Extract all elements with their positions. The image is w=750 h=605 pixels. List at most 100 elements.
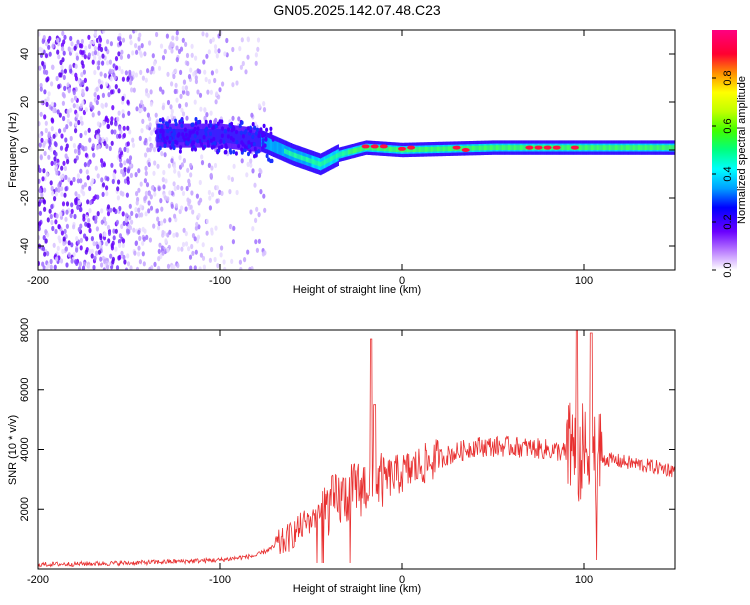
noise-speckle (250, 112, 254, 118)
band-speckle (181, 132, 185, 137)
noise-speckle (231, 239, 235, 245)
noise-speckle (97, 110, 101, 116)
band-core (423, 147, 426, 152)
band-speckle (160, 124, 164, 129)
noise-speckle (38, 121, 41, 127)
noise-speckle (77, 119, 81, 126)
band-core (438, 146, 440, 152)
noise-speckle (85, 214, 89, 220)
noise-speckle (189, 67, 193, 73)
noise-speckle (63, 165, 67, 172)
band-core (642, 145, 644, 150)
band-inner (207, 129, 209, 143)
band-speckle (161, 129, 165, 134)
band-core (395, 147, 397, 152)
band-core (502, 145, 504, 150)
noise-speckle (81, 50, 85, 56)
band-speckle (163, 143, 167, 148)
band-speckle (257, 149, 261, 154)
band-core (325, 159, 327, 164)
band-inner (275, 141, 277, 154)
noise-speckle (76, 204, 80, 210)
noise-speckle (101, 182, 106, 188)
noise-speckle (170, 158, 174, 164)
noise-speckle (137, 251, 141, 257)
band-core (605, 145, 607, 150)
band-inner (200, 129, 202, 143)
band-core (411, 147, 414, 153)
band-speckle (237, 143, 241, 149)
noise-speckle (198, 179, 202, 186)
noise-speckle (74, 191, 78, 197)
noise-speckle (205, 112, 209, 118)
noise-speckle (185, 90, 189, 96)
noise-speckle (94, 218, 98, 224)
noise-speckle (53, 156, 57, 162)
noise-speckle (102, 267, 106, 270)
noise-speckle (161, 229, 165, 236)
band-core (309, 158, 311, 163)
noise-speckle (49, 264, 53, 270)
noise-speckle (74, 63, 78, 69)
noise-speckle (171, 42, 175, 48)
noise-speckle (253, 182, 257, 188)
noise-speckle (123, 178, 128, 184)
noise-speckle (135, 200, 139, 206)
noise-speckle (57, 84, 61, 90)
band-core (475, 145, 477, 151)
band-hotspot (525, 145, 534, 150)
band-core (467, 145, 469, 151)
noise-speckle (53, 264, 57, 270)
noise-speckle (69, 121, 73, 127)
noise-speckle (95, 226, 99, 232)
band-core (595, 145, 597, 150)
noise-speckle (72, 224, 76, 230)
noise-speckle (135, 49, 139, 55)
noise-speckle (160, 206, 164, 212)
noise-speckle (158, 86, 163, 92)
band-speckle (158, 118, 162, 123)
noise-speckle (79, 115, 83, 122)
noise-speckle (99, 71, 103, 77)
noise-speckle (108, 145, 112, 152)
noise-speckle (77, 266, 82, 270)
noise-speckle (91, 112, 95, 118)
noise-speckle (59, 59, 63, 66)
noise-speckle (177, 48, 182, 55)
noise-speckle (215, 68, 219, 74)
noise-speckle (170, 203, 174, 209)
band-core (654, 145, 656, 150)
band-inner (226, 129, 228, 143)
noise-speckle (85, 86, 89, 92)
band-core (624, 145, 627, 150)
noise-speckle (59, 258, 64, 264)
noise-speckle (137, 229, 141, 235)
colorbar-gradient (712, 30, 737, 270)
band-core (493, 145, 496, 150)
noise-speckle (66, 82, 70, 88)
noise-speckle (207, 162, 211, 168)
noise-speckle (109, 120, 114, 126)
noise-speckle (172, 164, 177, 170)
noise-speckle (207, 49, 211, 55)
band-core (371, 145, 373, 151)
noise-speckle (254, 217, 258, 223)
band-speckle (235, 129, 238, 135)
noise-speckle (121, 191, 125, 197)
noise-speckle (121, 211, 125, 217)
snr-ylabel: SNR (10 * v/v) (7, 415, 19, 485)
band-speckle (221, 126, 224, 131)
noise-speckle (140, 128, 144, 134)
band-core (348, 149, 350, 155)
band-core (443, 146, 445, 152)
band-core (291, 151, 294, 157)
noise-speckle (134, 30, 138, 33)
noise-speckle (87, 263, 91, 269)
band-core (658, 145, 660, 150)
band-core (512, 145, 514, 150)
noise-speckle (50, 185, 54, 192)
band-core (343, 151, 345, 156)
band-inner (163, 129, 166, 143)
band-core (430, 146, 432, 152)
noise-speckle (148, 237, 152, 243)
